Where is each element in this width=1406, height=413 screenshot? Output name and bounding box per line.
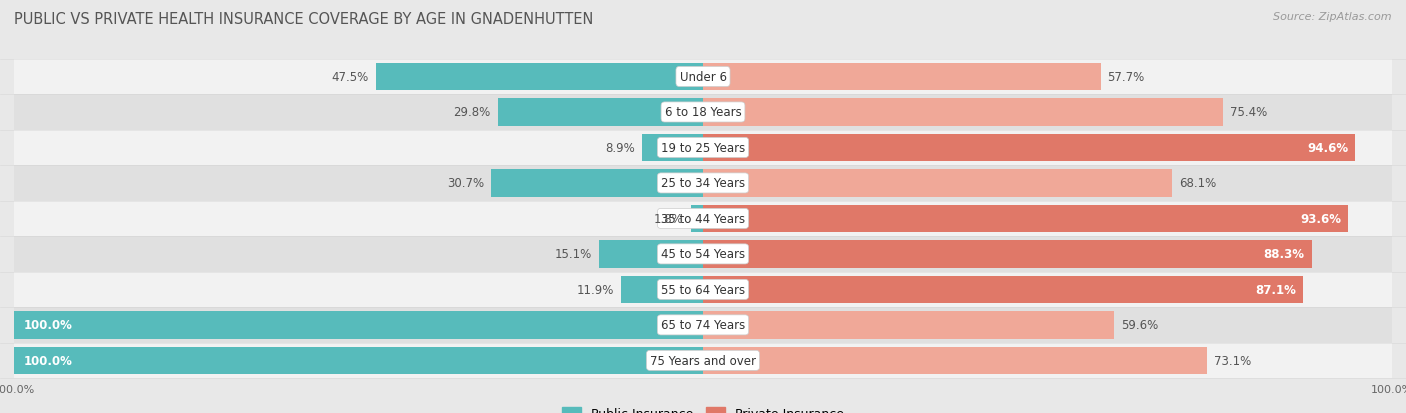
Bar — [14, 131, 1392, 166]
Text: 94.6%: 94.6% — [1308, 142, 1348, 154]
Text: 6 to 18 Years: 6 to 18 Years — [665, 106, 741, 119]
Bar — [703, 64, 1101, 91]
Bar — [703, 134, 1355, 162]
Text: 29.8%: 29.8% — [454, 106, 491, 119]
Bar — [14, 166, 1392, 201]
Bar — [599, 240, 703, 268]
Text: 100.0%: 100.0% — [24, 318, 73, 332]
Bar — [14, 272, 1392, 307]
Text: 75.4%: 75.4% — [1230, 106, 1267, 119]
Text: 68.1%: 68.1% — [1180, 177, 1216, 190]
Text: Source: ZipAtlas.com: Source: ZipAtlas.com — [1274, 12, 1392, 22]
Text: 88.3%: 88.3% — [1264, 248, 1305, 261]
Text: 30.7%: 30.7% — [447, 177, 485, 190]
Bar — [703, 240, 1312, 268]
Bar — [14, 307, 1392, 343]
Bar — [14, 343, 1392, 378]
Text: 57.7%: 57.7% — [1108, 71, 1144, 84]
Text: 73.1%: 73.1% — [1213, 354, 1251, 367]
Text: 8.9%: 8.9% — [605, 142, 634, 154]
Text: 65 to 74 Years: 65 to 74 Years — [661, 318, 745, 332]
Text: 100.0%: 100.0% — [24, 354, 73, 367]
Bar — [14, 311, 703, 339]
Bar — [14, 59, 1392, 95]
Legend: Public Insurance, Private Insurance: Public Insurance, Private Insurance — [557, 402, 849, 413]
Text: 75 Years and over: 75 Years and over — [650, 354, 756, 367]
Bar — [703, 311, 1114, 339]
Bar — [14, 237, 1392, 272]
Bar — [498, 99, 703, 126]
Bar — [375, 64, 703, 91]
Bar — [14, 201, 1392, 237]
Text: 15.1%: 15.1% — [555, 248, 592, 261]
Bar — [641, 134, 703, 162]
Bar — [703, 170, 1173, 197]
Bar — [703, 99, 1223, 126]
Bar — [703, 205, 1348, 233]
Bar — [690, 205, 703, 233]
Bar — [703, 347, 1206, 374]
Text: 19 to 25 Years: 19 to 25 Years — [661, 142, 745, 154]
Text: 25 to 34 Years: 25 to 34 Years — [661, 177, 745, 190]
Text: 45 to 54 Years: 45 to 54 Years — [661, 248, 745, 261]
Text: Under 6: Under 6 — [679, 71, 727, 84]
Text: 47.5%: 47.5% — [332, 71, 368, 84]
Text: 93.6%: 93.6% — [1301, 212, 1341, 225]
Bar — [14, 95, 1392, 131]
Text: 59.6%: 59.6% — [1121, 318, 1159, 332]
Text: 11.9%: 11.9% — [576, 283, 614, 296]
Bar — [14, 347, 703, 374]
Bar — [703, 276, 1303, 304]
Bar — [492, 170, 703, 197]
Text: 87.1%: 87.1% — [1256, 283, 1296, 296]
Bar — [621, 276, 703, 304]
Text: 1.8%: 1.8% — [654, 212, 683, 225]
Text: 55 to 64 Years: 55 to 64 Years — [661, 283, 745, 296]
Text: PUBLIC VS PRIVATE HEALTH INSURANCE COVERAGE BY AGE IN GNADENHUTTEN: PUBLIC VS PRIVATE HEALTH INSURANCE COVER… — [14, 12, 593, 27]
Text: 35 to 44 Years: 35 to 44 Years — [661, 212, 745, 225]
